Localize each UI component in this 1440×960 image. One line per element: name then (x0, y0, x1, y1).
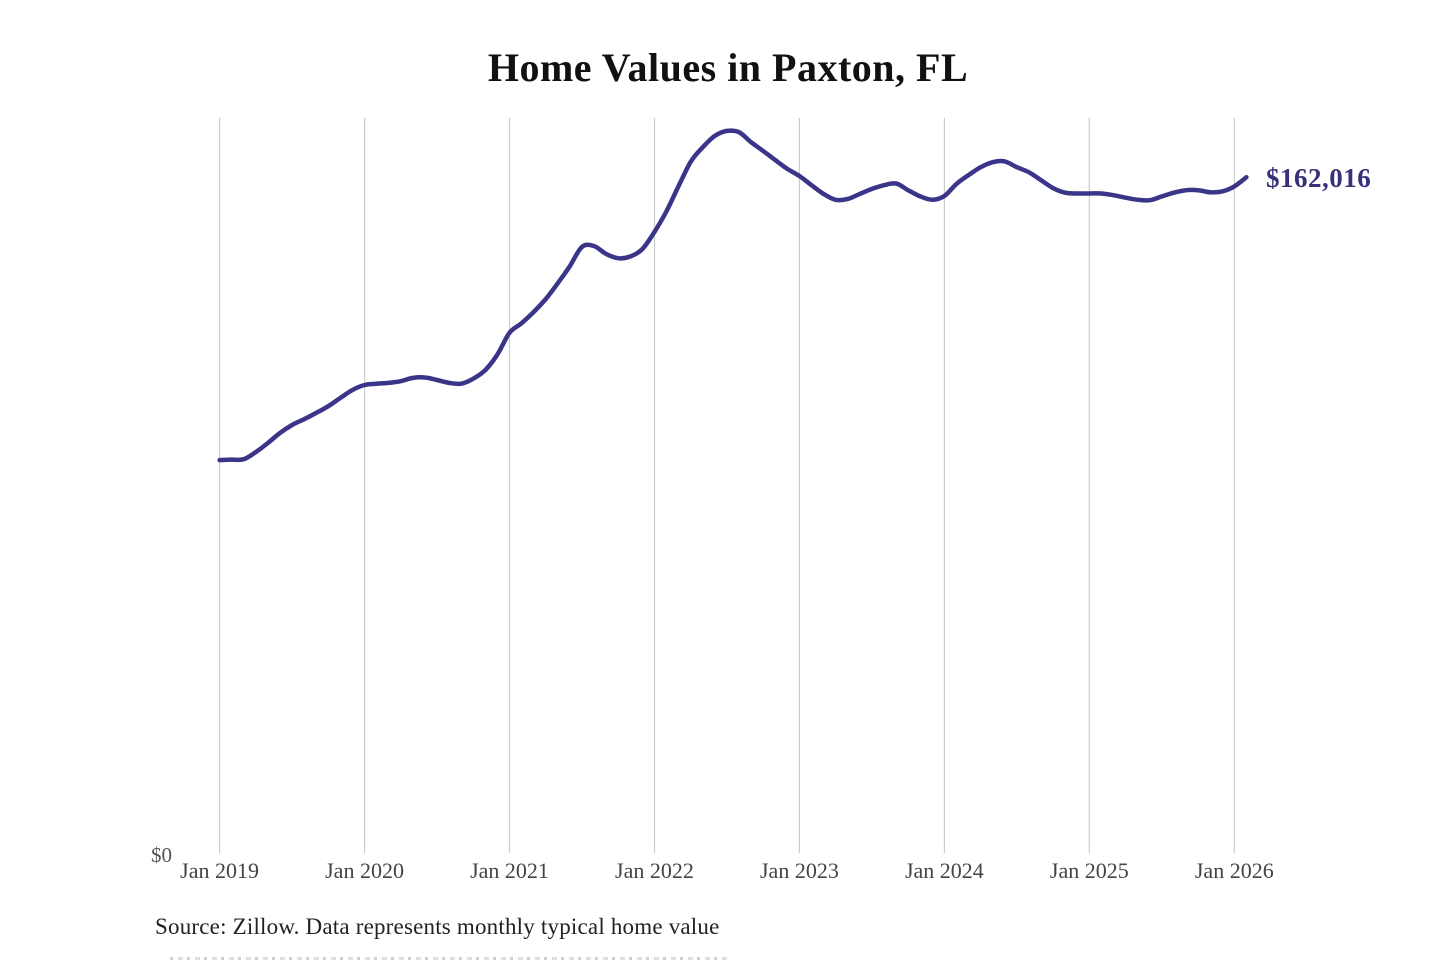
end-value-label: $162,016 (1266, 163, 1372, 194)
x-tick-label: Jan 2022 (615, 858, 694, 883)
x-tick-label: Jan 2021 (470, 858, 549, 883)
x-tick-label: Jan 2026 (1194, 858, 1274, 883)
x-tick-label: Jan 2019 (180, 858, 259, 883)
vertical-gridlines (219, 118, 1235, 853)
x-tick-label: Jan 2023 (760, 858, 839, 883)
x-tick-label: Jan 2020 (325, 858, 404, 883)
clipped-text-remnant (170, 957, 730, 960)
home-value-line (217, 128, 1249, 463)
source-note: Source: Zillow. Data represents monthly … (155, 914, 720, 939)
chart-title: Home Values in Paxton, FL (487, 45, 969, 90)
x-tick-label: Jan 2025 (1049, 858, 1129, 883)
y-axis-zero-label: $0 (151, 843, 172, 867)
x-tick-label: Jan 2024 (904, 858, 984, 883)
